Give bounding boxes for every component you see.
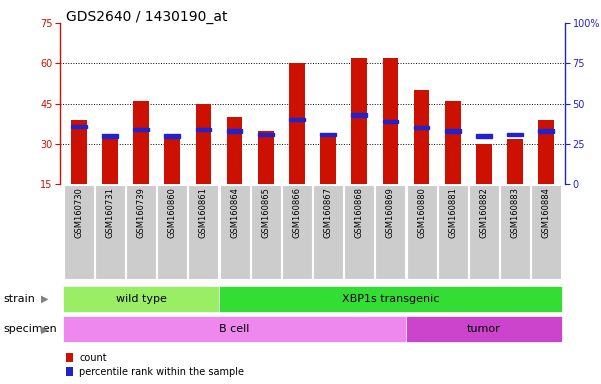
Bar: [227, 129, 242, 133]
Bar: [63, 286, 219, 311]
Bar: [320, 133, 336, 184]
Text: GSM160869: GSM160869: [386, 187, 395, 238]
Bar: [126, 185, 156, 280]
Text: GSM160864: GSM160864: [230, 187, 239, 238]
Bar: [406, 316, 562, 342]
Text: GSM160861: GSM160861: [199, 187, 208, 238]
Text: GSM160731: GSM160731: [105, 187, 114, 238]
Bar: [165, 134, 180, 137]
Bar: [219, 185, 249, 280]
Bar: [133, 101, 149, 184]
Text: GDS2640 / 1430190_at: GDS2640 / 1430190_at: [66, 10, 228, 23]
Bar: [507, 133, 523, 136]
Text: ▶: ▶: [41, 324, 48, 334]
Bar: [531, 185, 561, 280]
Bar: [476, 144, 492, 184]
Bar: [102, 136, 118, 184]
Bar: [64, 185, 94, 280]
Bar: [189, 185, 218, 280]
Bar: [289, 118, 305, 121]
Bar: [538, 120, 554, 184]
Bar: [258, 131, 273, 184]
Text: XBP1s transgenic: XBP1s transgenic: [342, 293, 439, 304]
Bar: [313, 185, 343, 280]
Bar: [507, 139, 523, 184]
Bar: [251, 185, 281, 280]
Bar: [320, 133, 336, 136]
Text: GSM160866: GSM160866: [293, 187, 302, 238]
Bar: [538, 129, 554, 133]
Bar: [95, 185, 125, 280]
Text: GSM160860: GSM160860: [168, 187, 177, 238]
Text: percentile rank within the sample: percentile rank within the sample: [79, 367, 245, 377]
Bar: [414, 126, 429, 129]
Bar: [227, 117, 242, 184]
Bar: [352, 113, 367, 117]
Bar: [407, 185, 436, 280]
Text: strain: strain: [3, 293, 35, 304]
Bar: [383, 120, 398, 123]
Text: GSM160868: GSM160868: [355, 187, 364, 238]
Text: B cell: B cell: [219, 324, 250, 334]
Bar: [476, 134, 492, 137]
Bar: [383, 58, 398, 184]
Bar: [289, 63, 305, 184]
Bar: [165, 139, 180, 184]
Bar: [63, 316, 406, 342]
Text: GSM160884: GSM160884: [542, 187, 551, 238]
Text: GSM160867: GSM160867: [323, 187, 332, 238]
Text: ▶: ▶: [41, 293, 48, 304]
Bar: [157, 185, 188, 280]
Bar: [445, 129, 460, 133]
Text: tumor: tumor: [467, 324, 501, 334]
Text: GSM160883: GSM160883: [511, 187, 520, 238]
Text: GSM160865: GSM160865: [261, 187, 270, 238]
Bar: [376, 185, 406, 280]
Bar: [102, 134, 118, 137]
Bar: [500, 185, 530, 280]
Bar: [445, 101, 460, 184]
Bar: [352, 58, 367, 184]
Bar: [282, 185, 312, 280]
Text: wild type: wild type: [115, 293, 166, 304]
Text: GSM160882: GSM160882: [480, 187, 489, 238]
Bar: [344, 185, 374, 280]
Text: GSM160739: GSM160739: [136, 187, 145, 238]
Text: GSM160730: GSM160730: [75, 187, 84, 238]
Bar: [196, 104, 211, 184]
Text: specimen: specimen: [3, 324, 56, 334]
Bar: [414, 90, 429, 184]
Text: count: count: [79, 353, 107, 363]
Bar: [219, 286, 562, 311]
Bar: [438, 185, 468, 280]
Bar: [71, 125, 87, 128]
Bar: [196, 128, 211, 131]
Bar: [258, 133, 273, 136]
Text: GSM160881: GSM160881: [448, 187, 457, 238]
Bar: [469, 185, 499, 280]
Bar: [133, 128, 149, 131]
Bar: [71, 120, 87, 184]
Text: GSM160880: GSM160880: [417, 187, 426, 238]
